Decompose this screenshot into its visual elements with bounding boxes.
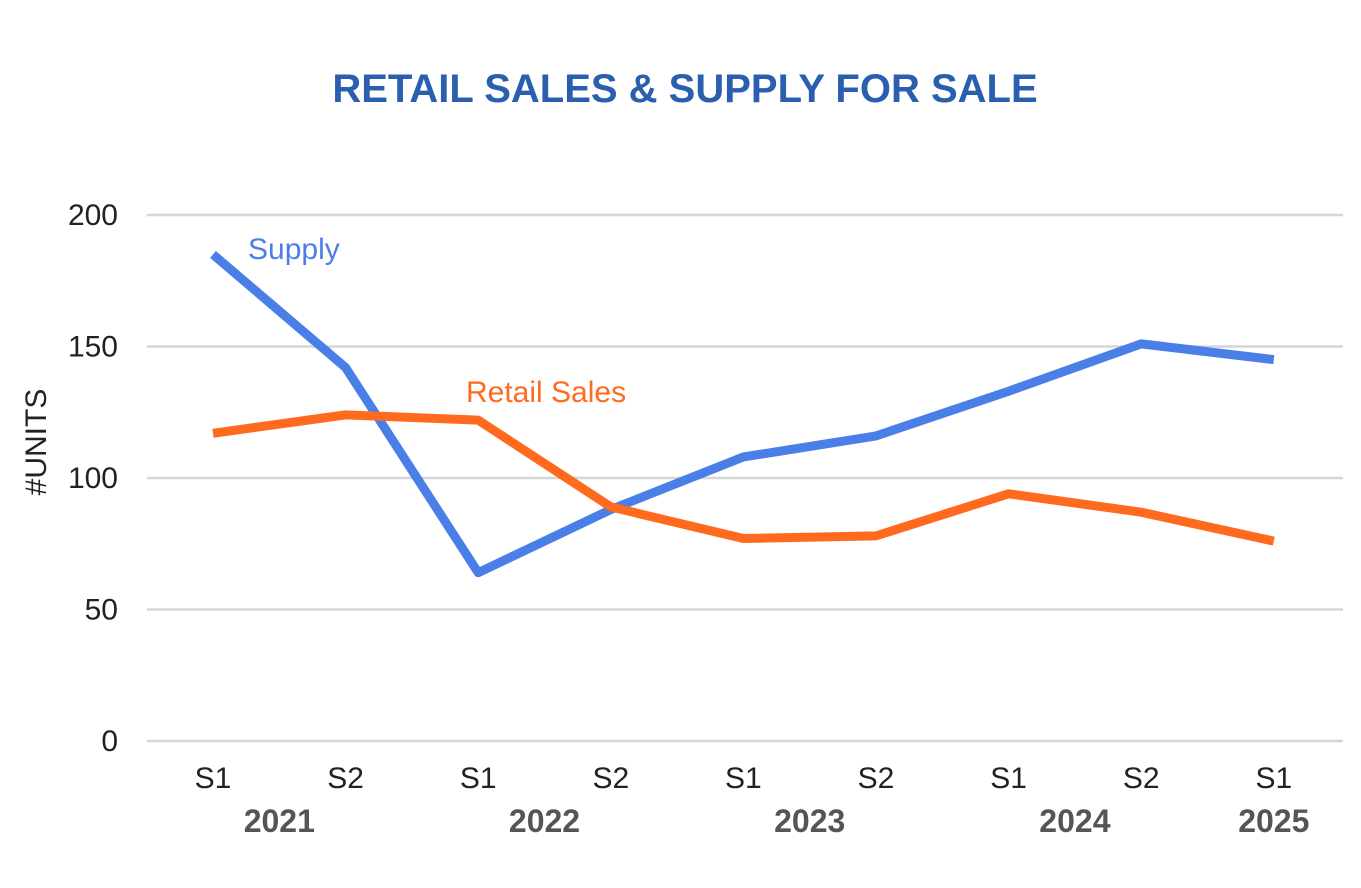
y-tick-label: 50: [85, 594, 118, 627]
x-tick-label: S1: [195, 762, 232, 795]
year-label: 2022: [509, 803, 580, 839]
gridlines: [147, 213, 1343, 743]
year-label: 2025: [1238, 803, 1309, 839]
y-tick-label: 0: [101, 725, 118, 758]
x-axis-year-labels: 2021 2022 2023 2024 2025: [244, 803, 1310, 839]
y-axis-ticks: 0 50 100 150 200: [68, 199, 118, 758]
x-axis-ticks: S1 S2 S1 S2 S1 S2 S1 S2 S1: [195, 762, 1293, 795]
x-tick-label: S2: [1123, 762, 1160, 795]
y-tick-label: 200: [68, 199, 118, 232]
series-lines: [210, 251, 1275, 578]
x-tick-label: S1: [460, 762, 497, 795]
series-labels: Supply Retail Sales: [248, 233, 626, 409]
x-tick-label: S1: [725, 762, 762, 795]
x-tick-label: S1: [990, 762, 1027, 795]
x-tick-label: S2: [327, 762, 364, 795]
year-label: 2024: [1039, 803, 1110, 839]
series-label-1: Retail Sales: [466, 376, 626, 409]
chart-title: RETAIL SALES & SUPPLY FOR SALE: [332, 67, 1037, 111]
x-tick-label: S2: [592, 762, 629, 795]
x-tick-label: S1: [1255, 762, 1292, 795]
year-label: 2023: [774, 803, 845, 839]
year-label: 2021: [244, 803, 315, 839]
y-tick-label: 100: [68, 462, 118, 495]
series-label-0: Supply: [248, 233, 340, 266]
y-axis-label: #UNITS: [20, 389, 53, 496]
x-tick-label: S2: [858, 762, 895, 795]
y-tick-label: 150: [68, 331, 118, 364]
